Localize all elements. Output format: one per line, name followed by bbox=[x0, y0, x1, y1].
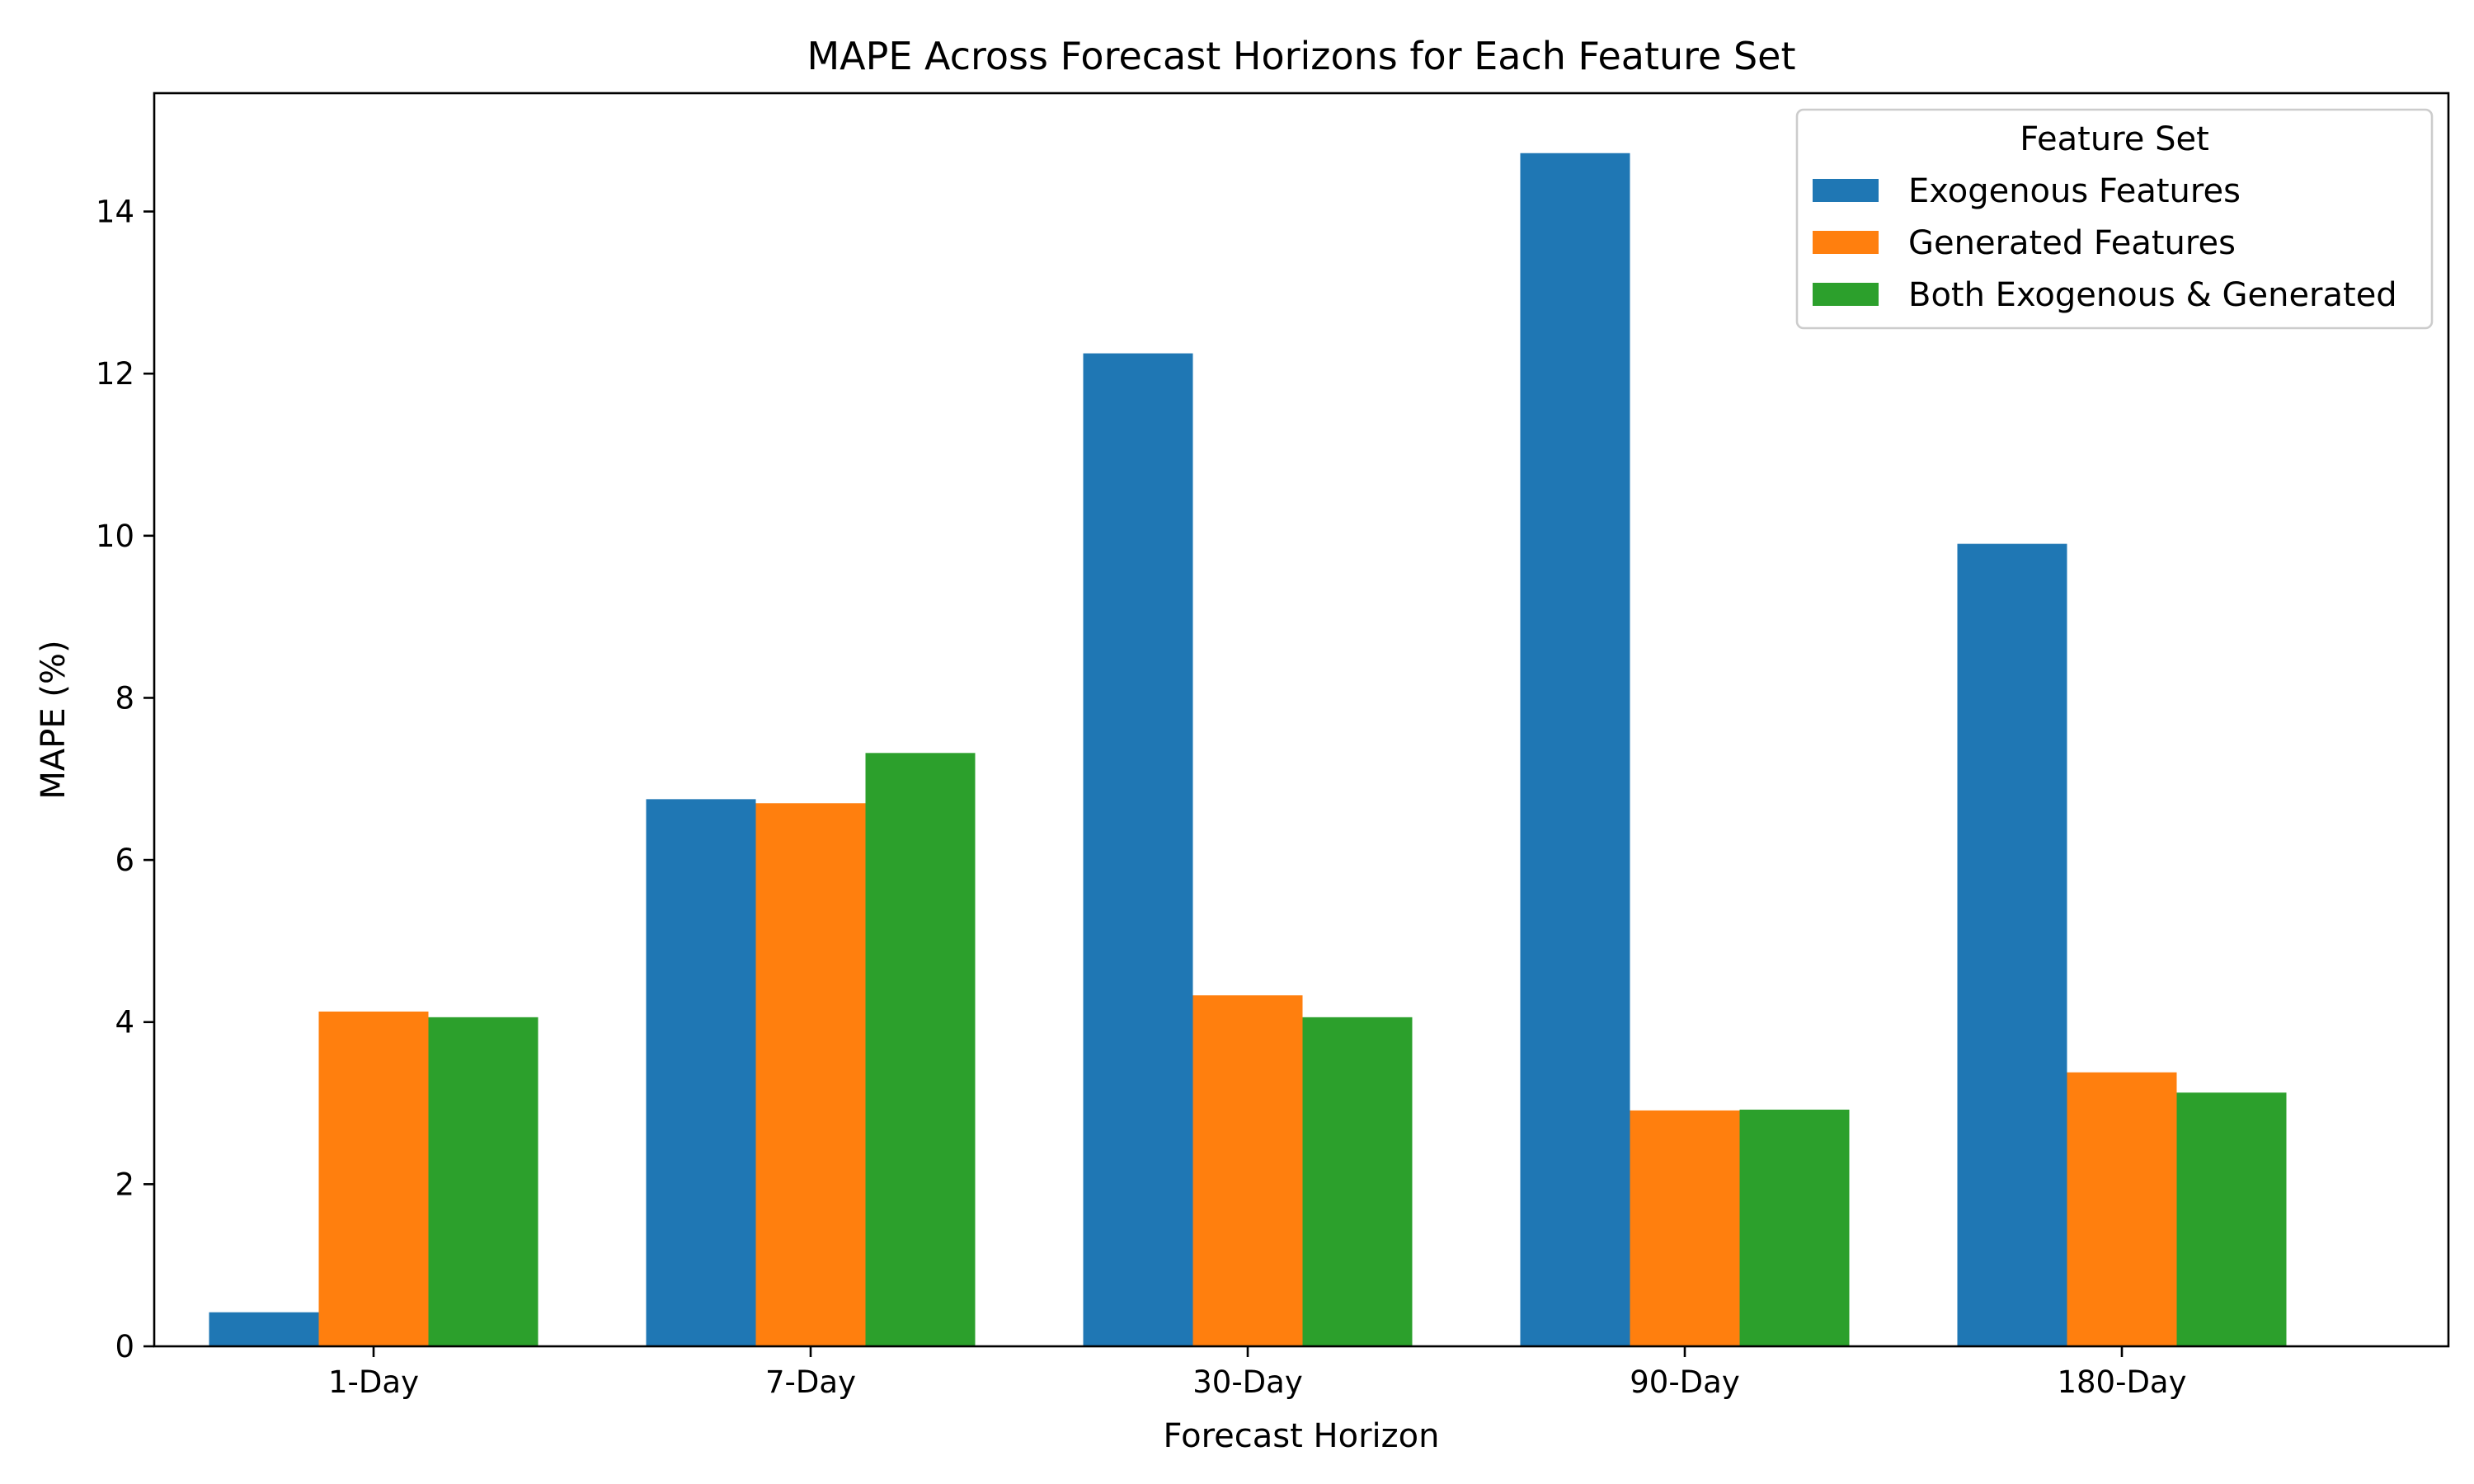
bar-1-day-series-2 bbox=[318, 1011, 429, 1346]
bar-7-day-series-1 bbox=[646, 799, 756, 1346]
y-tick-label: 10 bbox=[96, 519, 134, 554]
legend-swatch bbox=[1813, 283, 1879, 306]
legend-title: Feature Set bbox=[2020, 120, 2209, 158]
bar-7-day-series-2 bbox=[755, 803, 866, 1346]
x-tick-label: 90-Day bbox=[1630, 1364, 1740, 1400]
bar-180-day-series-3 bbox=[2176, 1092, 2287, 1346]
bar-1-day-series-3 bbox=[428, 1017, 539, 1346]
legend: Feature Set Exogenous Features Generated … bbox=[1795, 108, 2434, 330]
y-tick-label: 0 bbox=[115, 1329, 134, 1364]
plot-frame bbox=[153, 92, 2450, 1348]
y-tick-label: 2 bbox=[115, 1167, 134, 1202]
bar-30-day-series-2 bbox=[1192, 995, 1303, 1346]
x-tick-label: 180-Day bbox=[2057, 1364, 2186, 1400]
bar-90-day-series-1 bbox=[1520, 153, 1630, 1346]
bar-30-day-series-3 bbox=[1302, 1017, 1413, 1346]
y-tick-label: 12 bbox=[96, 356, 134, 392]
legend-swatch bbox=[1813, 231, 1879, 254]
bar-90-day-series-3 bbox=[1739, 1109, 1850, 1346]
y-tick-label: 4 bbox=[115, 1005, 134, 1040]
y-axis-label: MAPE (%) bbox=[35, 640, 73, 799]
x-tick-label: 30-Day bbox=[1192, 1364, 1303, 1400]
bars-layer bbox=[209, 153, 2287, 1346]
y-tick-label: 6 bbox=[115, 843, 134, 878]
y-tick-label: 14 bbox=[96, 195, 134, 230]
x-axis: 1-Day 7-Day 30-Day 90-Day 180-Day bbox=[328, 1346, 2187, 1400]
bar-7-day-series-3 bbox=[865, 753, 976, 1346]
legend-entry-label: Both Exogenous & Generated bbox=[1908, 276, 2397, 314]
bar-90-day-series-2 bbox=[1630, 1110, 1740, 1346]
bar-180-day-series-2 bbox=[2067, 1072, 2177, 1346]
chart-title: MAPE Across Forecast Horizons for Each F… bbox=[807, 34, 1795, 78]
bar-30-day-series-1 bbox=[1083, 353, 1193, 1346]
bar-180-day-series-1 bbox=[1957, 543, 2067, 1346]
bar-1-day-series-1 bbox=[209, 1312, 319, 1346]
legend-entry-label: Exogenous Features bbox=[1908, 172, 2241, 210]
x-tick-label: 1-Day bbox=[328, 1364, 419, 1400]
y-axis: 0 2 4 6 8 10 12 14 bbox=[96, 195, 154, 1364]
x-tick-label: 7-Day bbox=[765, 1364, 856, 1400]
legend-entry-label: Generated Features bbox=[1908, 224, 2236, 262]
legend-swatch bbox=[1813, 179, 1879, 202]
x-axis-label: Forecast Horizon bbox=[1164, 1417, 1440, 1455]
legend-entries: Exogenous Features Generated Features Both… bbox=[1813, 172, 2397, 314]
legend-box bbox=[1795, 108, 2434, 330]
y-tick-label: 8 bbox=[115, 680, 134, 716]
